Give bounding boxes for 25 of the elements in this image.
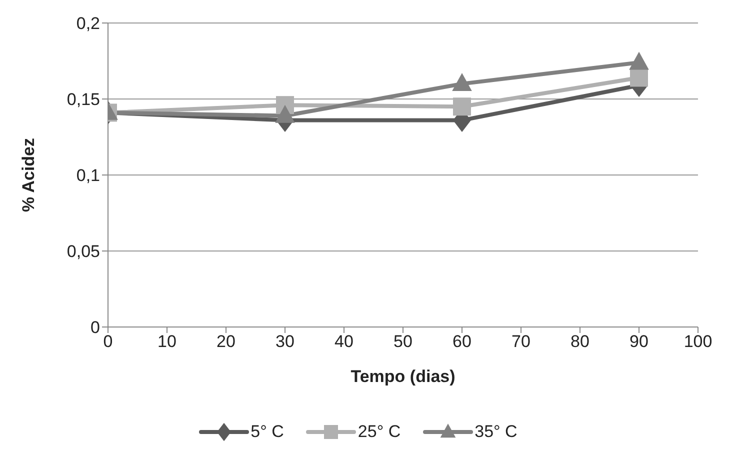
x-tick-label: 40: [334, 332, 354, 352]
x-tick-label: 70: [512, 332, 530, 352]
legend-label: 25° C: [358, 422, 401, 442]
legend-label: 35° C: [474, 422, 518, 442]
x-tick-label: 60: [452, 332, 472, 352]
y-tick-label: 0,2: [76, 14, 100, 34]
legend-label: 5° C: [250, 422, 284, 442]
y-tick-label: 0,05: [66, 242, 100, 262]
y-tick-label: 0: [90, 318, 100, 338]
x-tick-label: 50: [394, 332, 412, 352]
point: [630, 68, 648, 87]
point: [629, 52, 649, 70]
y-tick-label: 0,15: [66, 90, 100, 110]
x-axis-title: Tempo (dias): [350, 367, 456, 386]
x-tick-label: 10: [158, 332, 176, 352]
x-tick-label: 90: [630, 332, 648, 352]
x-tick-label: 80: [570, 332, 590, 352]
y-axis-title: % Acidez: [19, 138, 38, 212]
x-tick-label: 0: [103, 332, 113, 352]
point: [453, 98, 471, 116]
x-tick-label: 20: [216, 332, 236, 352]
x-tick-label: 30: [276, 332, 294, 352]
y-tick-label: 0,1: [76, 166, 100, 186]
x-tick-label: 100: [684, 332, 712, 352]
point: [452, 73, 472, 91]
